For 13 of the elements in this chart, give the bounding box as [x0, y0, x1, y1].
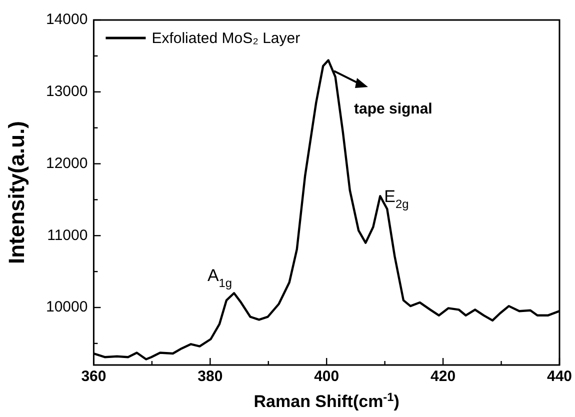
x-tick-label: 380 — [198, 368, 223, 386]
x-tick-label: 360 — [81, 368, 106, 386]
x-tick-label: 400 — [314, 368, 340, 386]
y-tick-label: 13000 — [46, 83, 88, 100]
y-tick-label: 14000 — [46, 11, 88, 28]
y-tick-label: 11000 — [47, 226, 88, 244]
x-tick-label: 440 — [546, 368, 572, 386]
y-axis-title: Intensity(a.u.) — [4, 120, 29, 264]
y-tick-label: 10000 — [46, 298, 88, 316]
x-tick-label: 420 — [430, 368, 456, 386]
y-tick-label: 12000 — [46, 154, 88, 172]
legend-label: Exfoliated MoS₂ Layer — [152, 30, 300, 47]
annotation: tape signal — [354, 100, 432, 118]
